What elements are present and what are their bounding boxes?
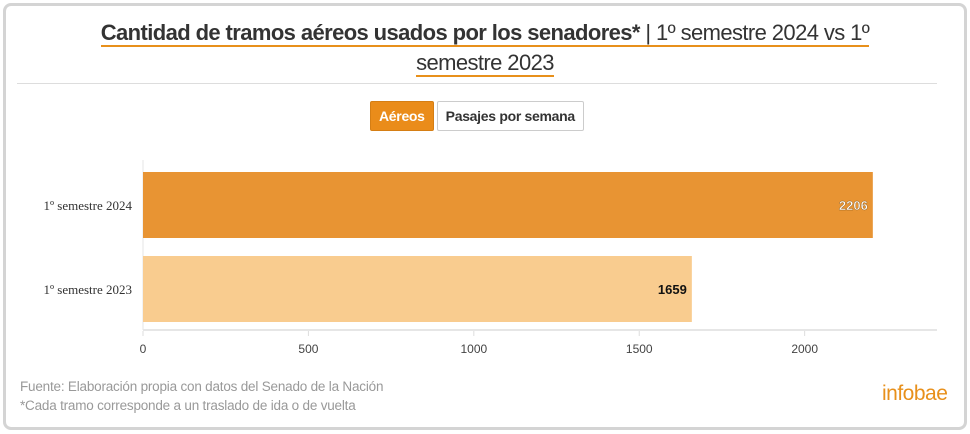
x-tick-label: 1500 <box>626 342 653 356</box>
footer: Fuente: Elaboración propia con datos del… <box>20 377 383 415</box>
toggle-group: Aéreos Pasajes por semana <box>370 101 584 131</box>
x-tick-label: 2000 <box>791 342 818 356</box>
x-tick-label: 0 <box>140 342 147 356</box>
title-subtitle-1: | 1º semestre 2024 vs 1º <box>639 20 870 47</box>
bar <box>143 256 692 322</box>
footnote: *Cada tramo corresponde a un traslado de… <box>20 398 356 413</box>
data-label: 1659 <box>658 282 687 297</box>
toggle-aereos-button[interactable]: Aéreos <box>370 101 434 131</box>
source-note: Fuente: Elaboración propia con datos del… <box>20 379 384 394</box>
title-subtitle-2: semestre 2023 <box>416 50 554 77</box>
x-tick-label: 1000 <box>460 342 487 356</box>
bar <box>143 172 873 238</box>
category-label: 1º semestre 2023 <box>43 282 132 297</box>
chart-title: Cantidad de tramos aéreos usados por los… <box>20 18 950 78</box>
toggle-pasajes-button[interactable]: Pasajes por semana <box>436 101 584 131</box>
x-tick-label: 500 <box>298 342 318 356</box>
infobae-logo[interactable]: infobae <box>882 382 948 405</box>
title-bold: Cantidad de tramos aéreos usados por los… <box>100 20 640 47</box>
data-label: 2206 <box>839 198 868 213</box>
divider <box>17 83 937 84</box>
category-label: 1º semestre 2024 <box>43 198 132 213</box>
